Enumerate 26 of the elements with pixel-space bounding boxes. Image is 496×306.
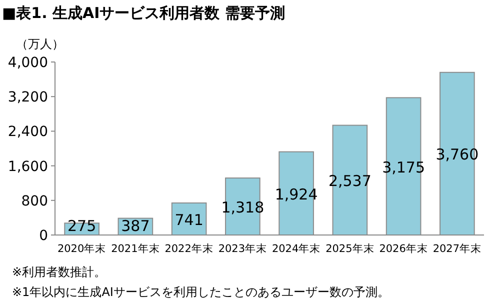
y-tick-label: 4,000 xyxy=(8,55,48,71)
x-tick-label: 2021年末 xyxy=(111,242,160,255)
y-tick-label: 800 xyxy=(21,193,48,210)
y-tick-label: 2,400 xyxy=(8,124,48,140)
data-label: 1,318 xyxy=(221,198,264,216)
x-tick-label: 2025年末 xyxy=(326,242,374,255)
data-label: 3,175 xyxy=(382,158,426,176)
x-tick-label: 2023年末 xyxy=(218,242,268,255)
chart-title: ■表1. 生成AIサービス利用者数 需要予測 xyxy=(2,4,285,22)
data-label: 741 xyxy=(174,210,204,229)
x-tick-label: 2026年末 xyxy=(379,242,428,255)
data-label: 387 xyxy=(121,217,150,235)
x-tick-label: 2020年末 xyxy=(57,242,106,255)
y-tick-label: 1,600 xyxy=(8,158,48,175)
y-tick-label: 0 xyxy=(39,228,48,244)
x-tick-label: 2027年末 xyxy=(432,242,482,255)
data-label: 3,760 xyxy=(436,146,479,164)
y-axis-title: （万人） xyxy=(16,37,64,51)
y-tick-label: 3,200 xyxy=(8,90,48,106)
text: ※1年以内に生成AIサービスを利用したことのあるユーザー数の予測。 xyxy=(12,285,390,299)
data-label: 2,537 xyxy=(328,172,372,190)
text: ※利用者数推計。 xyxy=(12,265,106,279)
data-label: 1,924 xyxy=(274,185,318,204)
data-label: 275 xyxy=(67,217,96,235)
x-tick-label: 2024年末 xyxy=(272,242,321,255)
x-tick-label: 2022年末 xyxy=(164,242,214,255)
